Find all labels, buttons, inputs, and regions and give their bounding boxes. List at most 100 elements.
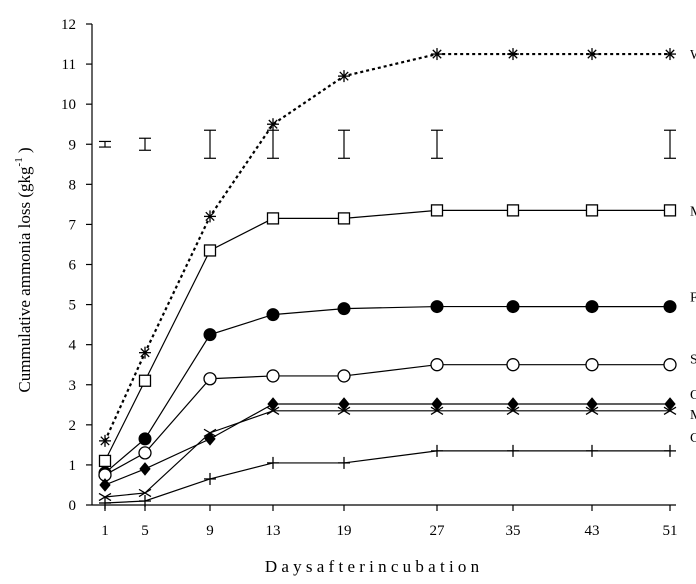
data-point (430, 300, 444, 314)
series-line (104, 403, 670, 486)
data-point (506, 358, 520, 372)
series-label: C P (690, 431, 696, 446)
data-point (586, 48, 598, 61)
data-point (338, 70, 350, 83)
y-tick-label: 10 (61, 97, 76, 113)
data-point (338, 397, 350, 411)
data-point (585, 358, 599, 372)
y-tick-label: 4 (69, 338, 77, 354)
series-wa (99, 48, 676, 447)
series-ma (98, 204, 677, 468)
data-point (138, 488, 152, 498)
data-point (585, 406, 599, 415)
data-point (267, 118, 279, 131)
data-point (337, 212, 351, 225)
data-point (338, 456, 350, 469)
error-bar (267, 129, 279, 159)
data-point (431, 397, 443, 411)
series-line (104, 450, 670, 504)
data-point (506, 406, 520, 415)
data-point (203, 328, 217, 342)
data-point (586, 397, 598, 411)
data-point (507, 397, 519, 411)
data-point (585, 300, 599, 314)
data-point (507, 48, 519, 61)
error-bar (664, 129, 676, 159)
series-ms (98, 406, 677, 502)
series-fm (98, 300, 677, 480)
error-bar (431, 129, 443, 159)
error-bar (204, 129, 216, 159)
error-bar (338, 129, 350, 159)
data-point (337, 406, 351, 415)
y-tick-label: 7 (69, 217, 77, 233)
data-point (585, 204, 599, 217)
y-tick-label: 5 (69, 298, 77, 314)
series-line (104, 209, 670, 462)
error-bar (139, 137, 151, 151)
data-point (98, 492, 112, 502)
data-point (138, 374, 152, 387)
data-point (266, 406, 280, 415)
series-label: M S (690, 408, 696, 423)
series-line (104, 364, 670, 476)
x-axis-title: D a y s a f t e r i n c u b a t i o n (265, 557, 480, 576)
series-layer (98, 48, 677, 509)
y-tick-label: 11 (62, 57, 76, 73)
x-tick-label: 35 (506, 523, 521, 539)
error-bars (99, 129, 676, 159)
y-tick-label: 9 (69, 137, 77, 153)
data-point (266, 308, 280, 322)
data-point (663, 358, 677, 372)
data-point (337, 302, 351, 316)
data-point (430, 358, 444, 372)
x-tick-label: 5 (141, 523, 149, 539)
data-point (586, 444, 598, 457)
data-point (337, 369, 351, 383)
x-tick-label: 9 (206, 523, 214, 539)
data-point (431, 48, 443, 61)
series-sd (98, 358, 677, 482)
y-tick-label: 0 (69, 498, 77, 514)
series-line (104, 410, 670, 498)
y-axis-title-close: ) (15, 147, 34, 157)
x-tick-label: 1 (101, 523, 109, 539)
data-point (431, 444, 443, 457)
data-point (506, 204, 520, 217)
x-axis: 1 5 9 13 19 27 35 43 51 (92, 504, 678, 539)
data-point (203, 428, 217, 438)
x-tick-label: 27 (430, 523, 446, 539)
series-label: M A (690, 204, 696, 219)
y-tick-label: 2 (69, 418, 77, 434)
y-tick-label: 12 (61, 17, 76, 33)
series-label: W A (690, 48, 696, 63)
error-bar (99, 140, 111, 148)
data-point (204, 472, 216, 485)
data-point (507, 444, 519, 457)
data-point (203, 372, 217, 386)
data-point (98, 454, 112, 468)
data-point (663, 406, 677, 415)
data-point (138, 432, 152, 446)
data-point (664, 397, 676, 411)
data-point (138, 446, 152, 460)
x-tick-label: 43 (585, 523, 600, 539)
data-point (664, 444, 676, 457)
data-point (139, 494, 151, 507)
data-point (430, 406, 444, 415)
data-point (430, 204, 444, 217)
data-point (203, 244, 217, 257)
data-point (267, 397, 279, 411)
data-point (664, 48, 676, 61)
data-point (139, 462, 151, 476)
x-tick-label: 19 (337, 523, 352, 539)
data-point (267, 456, 279, 469)
y-axis-title-main: Cummulative ammonia loss (gkg (15, 166, 34, 393)
data-point (506, 300, 520, 314)
y-axis-title-exponent: -1 (13, 157, 25, 166)
data-point (99, 434, 111, 447)
y-axis-title: Cummulative ammonia loss (gkg-1 ) (13, 147, 34, 392)
x-tick-label: 13 (266, 523, 281, 539)
